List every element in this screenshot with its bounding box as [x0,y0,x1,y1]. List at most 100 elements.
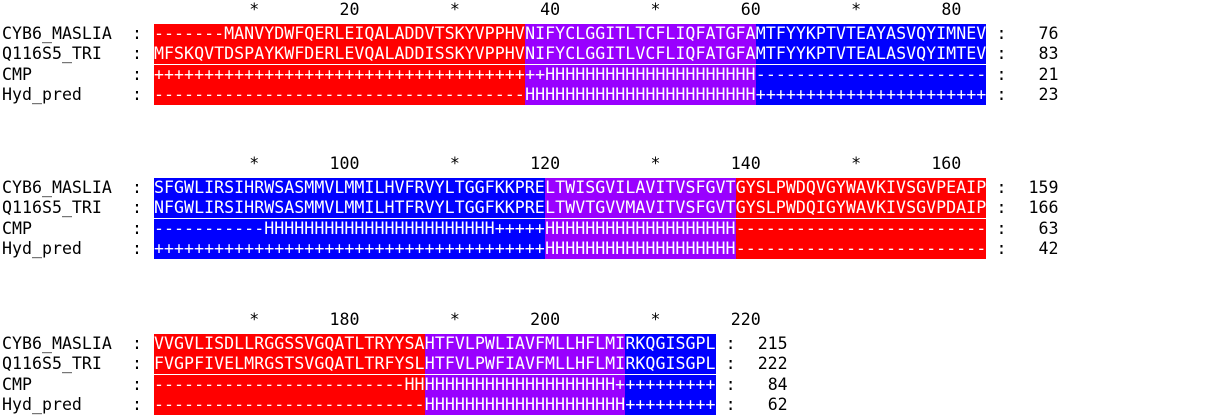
segment-blue: MTFYYKPTVTEALASVQYIMTEV [755,44,987,65]
end-position: 23 [1038,84,1059,104]
sequence-name: Hyd_pred [2,238,82,258]
segment-blue: RKQGISGPL [625,354,716,375]
ruler-tick-label: 120 [530,154,561,173]
ruler-tick-label: 40 [540,0,561,19]
ruler-tick-star: * [449,310,460,329]
segment-red: +++++++++++++++++++++++++++++++++++++ [154,64,526,85]
end-position: 84 [767,374,788,394]
ruler-tick-star: * [249,154,260,173]
ruler-tick-star: * [851,154,862,173]
sequence-name: CYB6_MASLIA [2,178,112,197]
separator-colon: : [725,354,736,374]
ruler-tick-label: 220 [730,310,761,329]
segment-blue: RKQGISGPL [625,334,716,354]
segment-purple: HHHHHHHHHHHHHHHHHHHH [424,394,626,415]
sequence-track: VVGVLISDLLRGGSSVGQATLTRYYSAHTFVLPWLIAVFM… [154,334,716,354]
segment-purple: NIFYCLGGITLTCFLIQFATGFA [525,24,756,44]
ruler-tick-star: * [249,310,260,329]
segment-purple: ++HHHHHHHHHHHHHHHHHHHHH [525,64,756,85]
segment-red: MFSKQVTDSPAYKWFDERLEVQALADDISSKYVPPHV [154,44,526,65]
sequence-track: +++++++++++++++++++++++++++++++++++++++H… [154,64,987,85]
ruler-tick-label: 200 [530,310,561,329]
segment-blue: SFGWLIRSIHRWSASMMVLMMILHVFRVYLTGGFKKPRE [154,178,546,198]
segment-red: ------------------------- [735,218,987,239]
ruler-tick-label: 140 [730,154,761,173]
separator-colon: : [132,394,142,414]
segment-red: -------------------------HH [154,374,425,395]
sequence-name: CMP [2,374,32,394]
ruler-tick-label: 60 [740,0,761,19]
ruler-tick-star: * [650,310,661,329]
ruler-tick-label: 160 [931,154,962,173]
sequence-track: FVGPFIVELMRGSTSVGQATLTRFYSLHTFVLPWFIAVFM… [154,354,716,375]
separator-colon: : [132,84,142,104]
sequence-track: -------------------------------------HHH… [154,84,987,105]
sequence-name: Hyd_pred [2,394,82,414]
sequence-name: CMP [2,64,32,84]
sequence-track: SFGWLIRSIHRWSASMMVLMMILHVFRVYLTGGFKKPREL… [154,178,987,198]
separator-colon: : [132,64,142,84]
segment-red: GYSLPWDQIGYWAVKIVSGVPDAIP [735,198,987,219]
segment-red: ------------------------------------- [154,84,526,105]
segment-blue: MTFYYKPTVTEAYASVQYIMNEV [755,24,987,44]
segment-red: -------MANVYDWFQERLEIQALADDVTSKYVPPHV [154,24,526,44]
separator-colon: : [996,198,1007,218]
sequence-track: -------MANVYDWFQERLEIQALADDVTSKYVPPHVNIF… [154,24,987,44]
separator-colon: : [996,24,1007,43]
sequence-track: +++++++++++++++++++++++++++++++++++++++H… [154,238,987,259]
separator-colon: : [132,354,142,374]
separator-colon: : [725,374,736,394]
separator-colon: : [996,44,1007,64]
segment-purple: NIFYCLGGITLVCFLIQFATGFA [525,44,756,65]
end-position: 222 [757,354,788,374]
separator-colon: : [132,374,142,394]
separator-colon: : [996,178,1007,197]
ruler-tick-label: 80 [941,0,962,19]
separator-colon: : [996,238,1007,258]
ruler-tick-star: * [449,0,460,19]
segment-blue: +++++++++++++++++++++++ [755,84,987,105]
separator-colon: : [132,178,142,197]
end-position: 76 [1038,24,1059,43]
sequence-track: -----------HHHHHHHHHHHHHHHHHHHHHHH+++++H… [154,218,987,239]
end-position: 42 [1038,238,1059,258]
sequence-name: CYB6_MASLIA [2,24,112,43]
sequence-track: -------------------------HHHHHHHHHHHHHHH… [154,374,716,395]
separator-colon: : [996,64,1007,84]
ruler-tick-star: * [249,0,260,19]
ruler-tick-label: 20 [339,0,360,19]
separator-colon: : [996,218,1007,238]
segment-purple: HTFVLPWLIAVFMLLHFLMI [424,334,626,354]
segment-red: --------------------------- [154,394,425,415]
ruler-tick-label: 180 [329,310,360,329]
ruler-tick-star: * [449,154,460,173]
segment-red: VVGVLISDLLRGGSSVGQATLTRYYSA [154,334,425,354]
segment-purple: HHHHHHHHHHHHHHHHHHHHHHH [525,84,756,105]
separator-colon: : [996,84,1007,104]
segment-purple: HTFVLPWFIAVFMLLHFLMI [424,354,626,375]
sequence-track: MFSKQVTDSPAYKWFDERLEVQALADDISSKYVPPHVNIF… [154,44,987,65]
sequence-track: NFGWLIRSIHRWSASMMVLMMILHTFRVYLTGGFKKPREL… [154,198,987,219]
segment-blue: +++++++++ [625,394,716,415]
sequence-track: ---------------------------HHHHHHHHHHHHH… [154,394,716,415]
end-position: 83 [1038,44,1059,64]
sequence-name: Q116S5_TRI [2,44,102,64]
segment-blue: +++++++++ [625,374,716,395]
separator-colon: : [132,24,142,43]
ruler-tick-star: * [650,154,661,173]
separator-colon: : [725,334,736,353]
segment-blue: +++++++++++++++++++++++++++++++++++++++ [154,238,546,259]
sequence-name: CMP [2,218,32,238]
end-position: 215 [757,334,788,353]
sequence-name: Q116S5_TRI [2,198,102,218]
separator-colon: : [725,394,736,414]
ruler-tick-star: * [851,0,862,19]
end-position: 62 [767,394,788,414]
sequence-name: Hyd_pred [2,84,82,104]
separator-colon: : [132,334,142,353]
end-position: 159 [1028,178,1059,197]
separator-colon: : [132,44,142,64]
segment-purple: HHHHHHHHHHHHHHHHHHH [545,218,736,239]
segment-purple: LTWISGVILAVITVSFGVT [545,178,736,198]
end-position: 63 [1038,218,1059,238]
